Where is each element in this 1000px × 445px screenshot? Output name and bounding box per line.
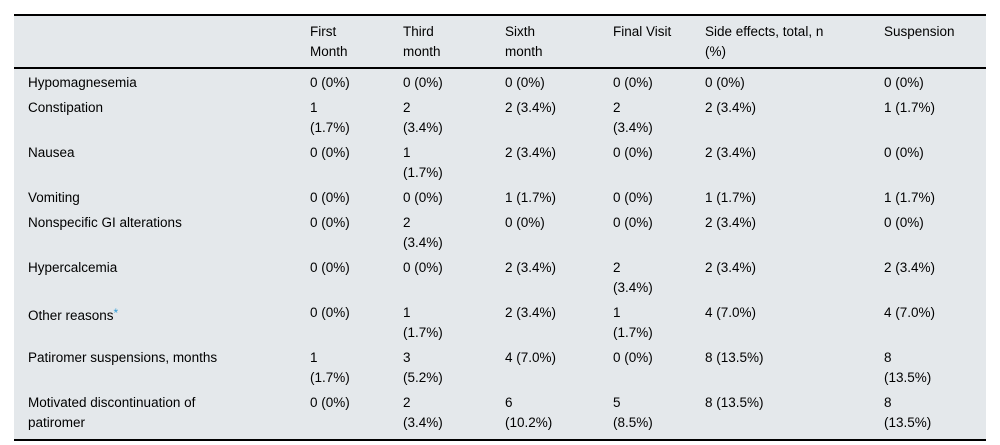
table-cell-suspension: 0 (0%) — [884, 215, 924, 230]
table-cell-suspension: 8 (13.5%) — [884, 395, 932, 430]
table-cell-final-visit: 1 (1.7%) — [613, 305, 653, 340]
table-cell-first-month: 0 (0%) — [310, 305, 350, 320]
table-cell-first-month: 1 (1.7%) — [310, 350, 350, 385]
table-cell-suspension: 1 (1.7%) — [884, 190, 936, 205]
table-cell-final-visit: 2 (3.4%) — [613, 100, 653, 135]
table-cell-final-visit: 0 (0%) — [613, 350, 653, 365]
table-cell-first-month: 0 (0%) — [310, 190, 350, 205]
table-cell-sixth-month: 2 (3.4%) — [505, 100, 557, 115]
table-cell-sixth-month: 1 (1.7%) — [505, 190, 557, 205]
table-header: First Month Third month Sixth month Final V… — [14, 15, 986, 69]
table-row: Vomiting 0 (0%) 0 (0%) 1 (1.7%) 0 (0%) 1 (1.7… — [14, 186, 986, 211]
row-label-text: Nonspecific GI alterations — [28, 215, 182, 230]
table-cell-third-month: 0 (0%) — [403, 260, 443, 275]
table-cell-side-effects-total: 8 (13.5%) — [705, 395, 764, 410]
table-cell-sixth-month: 2 (3.4%) — [505, 260, 557, 275]
row-label: Motivated discontinuation of patiromer — [14, 391, 310, 440]
table-cell-third-month: 2 (3.4%) — [403, 215, 443, 250]
table-cell-side-effects-total: 4 (7.0%) — [705, 305, 757, 320]
table-cell-first-month: 0 (0%) — [310, 145, 350, 160]
table-cell-suspension: 2 (3.4%) — [884, 260, 936, 275]
table-cell-sixth-month: 4 (7.0%) — [505, 350, 557, 365]
row-label: Constipation — [14, 96, 310, 141]
table-cell-first-month: 0 (0%) — [310, 395, 350, 410]
table-cell-sixth-month: 6 (10.2%) — [505, 395, 553, 430]
table-cell-side-effects-total: 1 (1.7%) — [705, 190, 757, 205]
row-label: Hypomagnesemia — [14, 68, 310, 96]
row-label: Other reasons* — [14, 301, 310, 346]
table-cell-side-effects-total: 2 (3.4%) — [705, 100, 757, 115]
table-cell-third-month: 2 (3.4%) — [403, 395, 443, 430]
column-header-sixth-month: Sixth month — [505, 15, 613, 69]
row-label: Vomiting — [14, 186, 310, 211]
row-label-text: Hypercalcemia — [28, 260, 118, 275]
row-label: Nausea — [14, 141, 310, 186]
table-cell-final-visit: 0 (0%) — [613, 190, 653, 205]
footnote-asterisk: * — [113, 306, 119, 320]
table-cell-side-effects-total: 2 (3.4%) — [705, 260, 757, 275]
row-label-text: Hypomagnesemia — [28, 75, 137, 90]
row-label: Hypercalcemia — [14, 256, 310, 301]
side-effects-table: First Month Third month Sixth month Final V… — [14, 14, 986, 441]
table-cell-suspension: 1 (1.7%) — [884, 100, 936, 115]
row-label-text: Other reasons — [28, 308, 114, 323]
row-label-text: Motivated discontinuation of patiromer — [28, 395, 196, 430]
table-cell-side-effects-total: 2 (3.4%) — [705, 215, 757, 230]
column-header-side-effects-total: Side effects, total, n (%) — [705, 15, 884, 69]
table-cell-third-month: 0 (0%) — [403, 75, 443, 90]
table-row: Other reasons* 0 (0%) 1 (1.7%) 2 (3.4%) 1 (1… — [14, 301, 986, 346]
table-row: Nonspecific GI alterations 0 (0%) 2 (3.4%)… — [14, 211, 986, 256]
table-row: Constipation 1 (1.7%) 2 (3.4%) 2 (3.4%) 2 (3… — [14, 96, 986, 141]
table-cell-suspension: 4 (7.0%) — [884, 305, 936, 320]
table-cell-first-month: 1 (1.7%) — [310, 100, 350, 135]
column-header-final-visit: Final Visit — [613, 15, 705, 69]
table-cell-first-month: 0 (0%) — [310, 215, 350, 230]
table-body: Hypomagnesemia 0 (0%) 0 (0%) 0 (0%) 0 (0%) 0 … — [14, 68, 986, 440]
table-cell-third-month: 0 (0%) — [403, 190, 443, 205]
column-header-third-month: Third month — [403, 15, 505, 69]
table-cell-third-month: 2 (3.4%) — [403, 100, 443, 135]
table-header-row: First Month Third month Sixth month Final V… — [14, 15, 986, 69]
table-cell-suspension: 8 (13.5%) — [884, 350, 932, 385]
column-header-row-label — [14, 15, 310, 69]
table-row: Hypercalcemia 0 (0%) 0 (0%) 2 (3.4%) 2 (3.4%… — [14, 256, 986, 301]
table-cell-first-month: 0 (0%) — [310, 260, 350, 275]
table-cell-sixth-month: 0 (0%) — [505, 75, 545, 90]
table-row: Motivated discontinuation of patiromer 0 … — [14, 391, 986, 440]
table-cell-third-month: 1 (1.7%) — [403, 145, 443, 180]
row-label: Patiromer suspensions, months — [14, 346, 310, 391]
table-cell-side-effects-total: 2 (3.4%) — [705, 145, 757, 160]
table-cell-suspension: 0 (0%) — [884, 75, 924, 90]
table-cell-third-month: 3 (5.2%) — [403, 350, 443, 385]
row-label: Nonspecific GI alterations — [14, 211, 310, 256]
table-cell-final-visit: 0 (0%) — [613, 145, 653, 160]
table-cell-final-visit: 0 (0%) — [613, 75, 653, 90]
row-label-text: Nausea — [28, 145, 75, 160]
table-cell-final-visit: 2 (3.4%) — [613, 260, 653, 295]
row-label-text: Vomiting — [28, 190, 80, 205]
table-cell-first-month: 0 (0%) — [310, 75, 350, 90]
table-cell-side-effects-total: 0 (0%) — [705, 75, 745, 90]
table-cell-final-visit: 5 (8.5%) — [613, 395, 653, 430]
table-cell-sixth-month: 2 (3.4%) — [505, 145, 557, 160]
column-header-suspension: Suspension — [884, 15, 986, 69]
table-row: Nausea 0 (0%) 1 (1.7%) 2 (3.4%) 0 (0%) 2 (3.4… — [14, 141, 986, 186]
column-header-first-month: First Month — [310, 15, 403, 69]
table-cell-side-effects-total: 8 (13.5%) — [705, 350, 764, 365]
table-cell-third-month: 1 (1.7%) — [403, 305, 443, 340]
table-cell-final-visit: 0 (0%) — [613, 215, 653, 230]
row-label-text: Patiromer suspensions, months — [28, 350, 218, 365]
table-cell-sixth-month: 0 (0%) — [505, 215, 545, 230]
table-cell-suspension: 0 (0%) — [884, 145, 924, 160]
table-cell-sixth-month: 2 (3.4%) — [505, 305, 557, 320]
table-row: Patiromer suspensions, months 1 (1.7%) 3 (… — [14, 346, 986, 391]
row-label-text: Constipation — [28, 100, 104, 115]
table-row: Hypomagnesemia 0 (0%) 0 (0%) 0 (0%) 0 (0%) 0 … — [14, 68, 986, 96]
